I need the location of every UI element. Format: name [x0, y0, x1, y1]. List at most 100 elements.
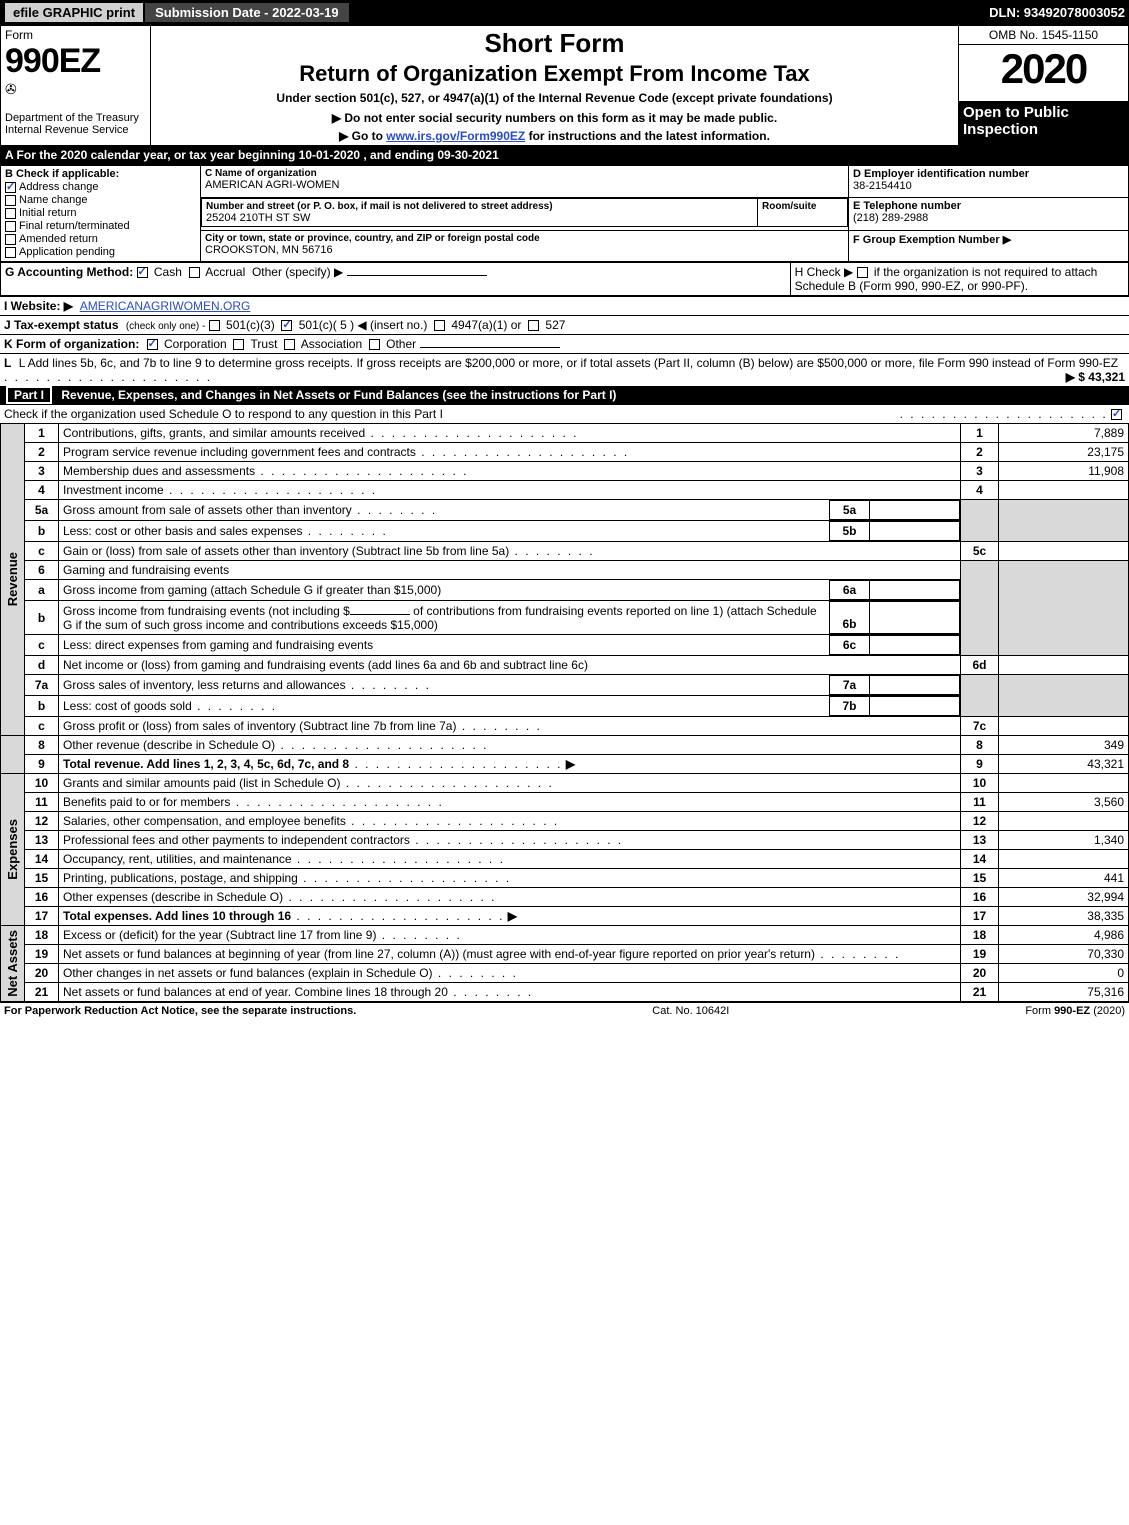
ln9-num: 9 [25, 755, 59, 774]
ln7c-num: c [25, 717, 59, 736]
ln10-num: 10 [25, 774, 59, 793]
submission-date: Submission Date - 2022-03-19 [144, 2, 350, 23]
street: 25204 210TH ST SW [206, 212, 753, 224]
chk-address-change[interactable]: Address change [5, 181, 196, 193]
ln5b-desc: Less: cost or other basis and sales expe… [59, 522, 830, 541]
city-label: City or town, state or province, country… [205, 233, 844, 244]
ln16-amt: 32,994 [999, 888, 1129, 907]
ln10-ref: 10 [961, 774, 999, 793]
ln8-amt: 349 [999, 736, 1129, 755]
footer-paperwork: For Paperwork Reduction Act Notice, see … [4, 1005, 356, 1017]
ln15-ref: 15 [961, 869, 999, 888]
box-d-label: D Employer identification number [853, 168, 1124, 180]
form-word: Form [5, 28, 146, 42]
ln8-desc: Other revenue (describe in Schedule O) [59, 736, 961, 755]
ln1-num: 1 [25, 424, 59, 443]
ln7b-il: 7b [830, 697, 870, 716]
ln10-amt [999, 774, 1129, 793]
ln6a-iamt [870, 581, 960, 600]
ln6b-desc: Gross income from fundraising events (no… [59, 602, 830, 634]
ln17-desc: Total expenses. Add lines 10 through 16 … [59, 907, 961, 926]
ln17-ref: 17 [961, 907, 999, 926]
box-h-prefix: H Check ▶ [795, 265, 857, 279]
ln6c-desc: Less: direct expenses from gaming and fu… [59, 636, 830, 655]
ln3-amt: 11,908 [999, 462, 1129, 481]
chk-application-pending[interactable]: Application pending [5, 246, 196, 258]
website-row: I Website: ▶ AMERICANAGRIWOMEN.ORG [0, 296, 1129, 315]
box-i-label: I Website: ▶ [4, 299, 73, 313]
chk-cash[interactable] [137, 267, 148, 278]
irs-link[interactable]: www.irs.gov/Form990EZ [386, 129, 525, 143]
accrual-label: Accrual [205, 265, 245, 279]
box-j-label: J Tax-exempt status [4, 318, 119, 332]
chk-527[interactable] [528, 320, 539, 331]
chk-name-change-label: Name change [19, 194, 88, 206]
chk-initial-return[interactable]: Initial return [5, 207, 196, 219]
ln8-num: 8 [25, 736, 59, 755]
ln12-num: 12 [25, 812, 59, 831]
ln21-amt: 75,316 [999, 983, 1129, 1002]
ln11-desc: Benefits paid to or for members [59, 793, 961, 812]
room-label: Room/suite [762, 201, 843, 212]
ln6a-il: 6a [830, 581, 870, 600]
dept-irs: Internal Revenue Service [5, 124, 146, 136]
ln13-desc: Professional fees and other payments to … [59, 831, 961, 850]
top-bar: efile GRAPHIC print Submission Date - 20… [0, 0, 1129, 25]
telephone: (218) 289-2988 [853, 212, 1124, 224]
opt-4947: 4947(a)(1) or [451, 318, 521, 332]
ln13-amt: 1,340 [999, 831, 1129, 850]
ln14-amt [999, 850, 1129, 869]
website-link[interactable]: AMERICANAGRIWOMEN.ORG [80, 299, 251, 313]
chk-assoc[interactable] [284, 339, 295, 350]
chk-final-return[interactable]: Final return/terminated [5, 220, 196, 232]
box-b-header: B Check if applicable: [5, 168, 196, 180]
box-g-label: G Accounting Method: [5, 265, 133, 279]
ln11-ref: 11 [961, 793, 999, 812]
dept-treasury: Department of the Treasury [5, 112, 146, 124]
chk-trust[interactable] [233, 339, 244, 350]
ln5c-ref: 5c [961, 542, 999, 561]
tax-year: 2020 [959, 45, 1128, 93]
section-revenue: Revenue [5, 552, 20, 606]
other-org-input[interactable] [420, 347, 560, 348]
dln: DLN: 93492078003052 [989, 5, 1125, 20]
ln6-num: 6 [25, 561, 59, 580]
ln18-ref: 18 [961, 926, 999, 945]
other-specify-input[interactable] [347, 275, 487, 276]
footer-catno: Cat. No. 10642I [652, 1005, 729, 1017]
omb-number: OMB No. 1545-1150 [959, 26, 1128, 45]
chk-accrual[interactable] [189, 267, 200, 278]
ln7b-num: b [25, 696, 59, 717]
ln6b-iamt [870, 602, 960, 634]
ln3-desc: Membership dues and assessments [59, 462, 961, 481]
title-return: Return of Organization Exempt From Incom… [155, 61, 954, 87]
chk-amended-return[interactable]: Amended return [5, 233, 196, 245]
ln16-ref: 16 [961, 888, 999, 907]
chk-schedule-b[interactable] [857, 267, 868, 278]
chk-name-change[interactable]: Name change [5, 194, 196, 206]
ln6a-num: a [25, 580, 59, 601]
ln11-num: 11 [25, 793, 59, 812]
ln7c-ref: 7c [961, 717, 999, 736]
opt-527: 527 [545, 318, 565, 332]
form-header: Form 990EZ ✇ Department of the Treasury … [0, 25, 1129, 165]
chk-4947[interactable] [434, 320, 445, 331]
box-l-text: L Add lines 5b, 6c, and 7b to line 9 to … [19, 356, 1118, 370]
chk-corp[interactable] [147, 339, 158, 350]
ln14-ref: 14 [961, 850, 999, 869]
ln6a-desc: Gross income from gaming (attach Schedul… [59, 581, 830, 600]
ln21-ref: 21 [961, 983, 999, 1002]
box-e-label: E Telephone number [853, 200, 1124, 212]
chk-501c[interactable] [281, 320, 292, 331]
chk-501c3[interactable] [209, 320, 220, 331]
ln7a-desc: Gross sales of inventory, less returns a… [59, 676, 830, 695]
chk-other-org[interactable] [369, 339, 380, 350]
ln16-desc: Other expenses (describe in Schedule O) [59, 888, 961, 907]
city-state-zip: CROOKSTON, MN 56716 [205, 244, 844, 256]
chk-amended-return-label: Amended return [19, 233, 98, 245]
opt-other-org: Other [386, 337, 416, 351]
ln5a-iamt [870, 501, 960, 520]
chk-schedule-o[interactable] [1111, 409, 1122, 420]
part-i-tag: Part I [6, 386, 52, 404]
title-subtitle: Under section 501(c), 527, or 4947(a)(1)… [155, 91, 954, 105]
